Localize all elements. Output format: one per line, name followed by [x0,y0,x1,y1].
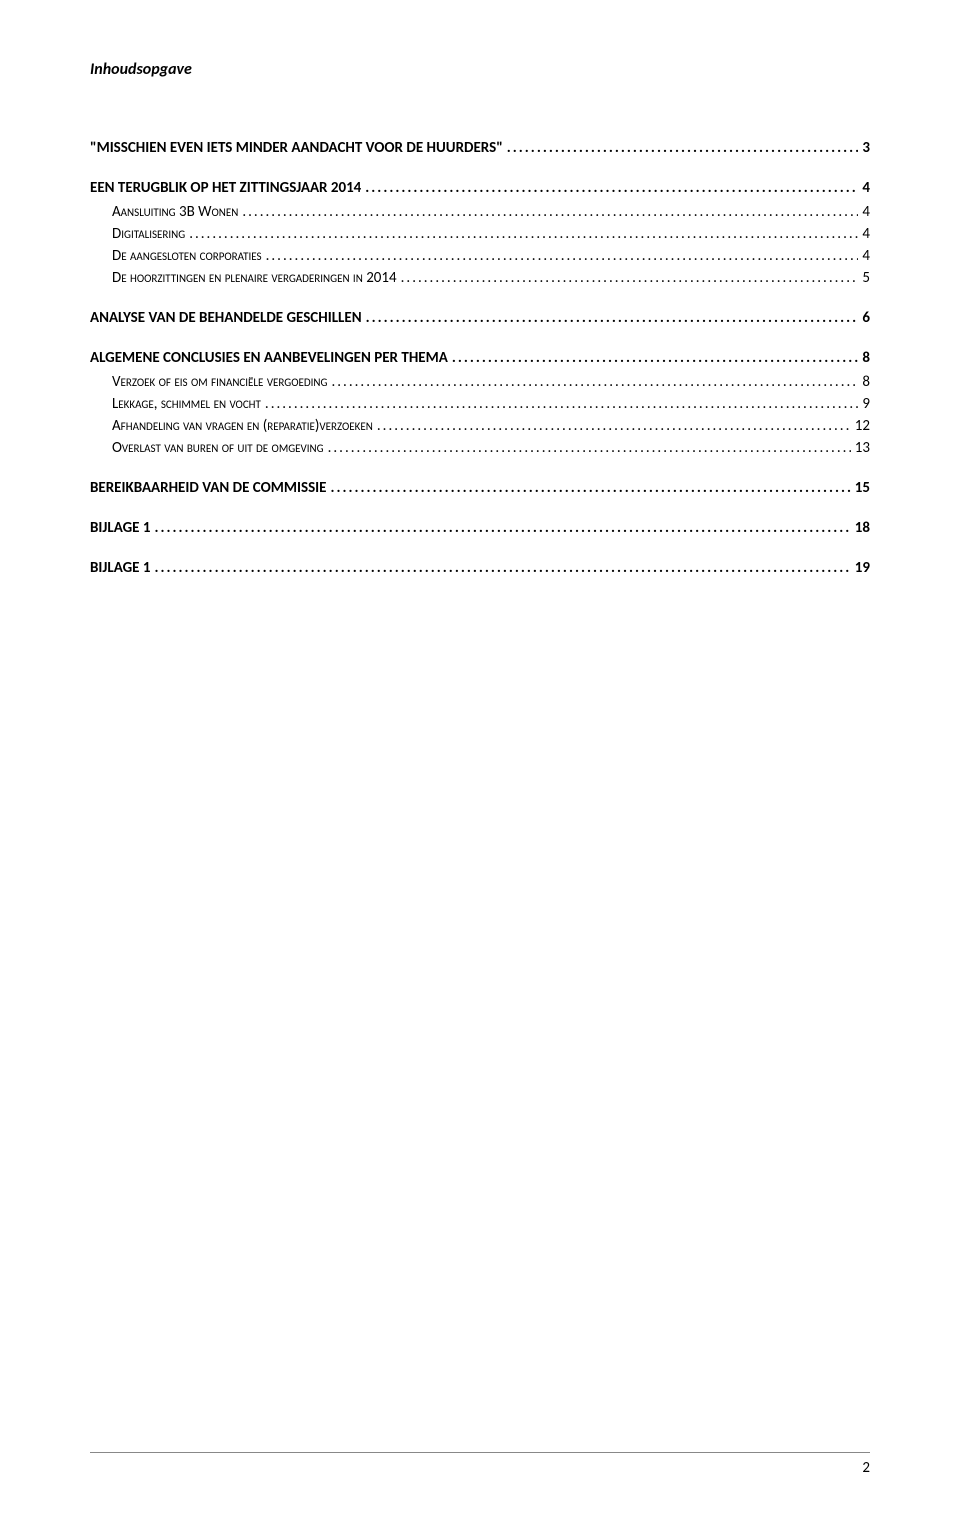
toc-leader-dots [331,373,858,391]
toc-section: BIJLAGE 1 18 [90,519,870,537]
toc-entry-heading: BIJLAGE 1 19 [90,559,870,577]
toc-entry-sub: Aansluiting 3B Wonen 4 [90,203,870,221]
table-of-contents: "MISSCHIEN EVEN IETS MINDER AANDACHT VOO… [90,139,870,577]
toc-entry-label: Aansluiting 3B Wonen [112,203,238,221]
toc-entry-sub: De hoorzittingen en plenaire vergadering… [90,269,870,287]
toc-section: EEN TERUGBLIK OP HET ZITTINGSJAAR 20144A… [90,179,870,287]
toc-entry-sub: Verzoek of eis om financiële vergoeding 8 [90,373,870,391]
toc-entry-page: 19 [855,559,870,577]
page-footer: 2 [90,1452,870,1477]
toc-entry-page: 6 [862,309,870,327]
toc-leader-dots [155,559,851,577]
toc-entry-page: 5 [862,269,870,287]
toc-entry-sub: De aangesloten corporaties 4 [90,247,870,265]
toc-entry-label: BIJLAGE 1 [90,559,151,577]
toc-section: BEREIKBAARHEID VAN DE COMMISSIE 15 [90,479,870,497]
toc-leader-dots [365,179,858,197]
toc-entry-label: Verzoek of eis om financiële vergoeding [112,373,327,391]
toc-entry-page: 8 [862,373,870,391]
toc-section: "MISSCHIEN EVEN IETS MINDER AANDACHT VOO… [90,139,870,157]
toc-entry-page: 4 [862,203,870,221]
toc-entry-page: 13 [855,439,870,457]
toc-entry-label: ANALYSE VAN DE BEHANDELDE GESCHILLEN [90,309,362,327]
toc-entry-sub: Overlast van buren of uit de omgeving 13 [90,439,870,457]
toc-leader-dots [507,139,859,157]
toc-leader-dots [401,269,859,287]
toc-entry-page: 4 [862,225,870,243]
toc-section: BIJLAGE 1 19 [90,559,870,577]
toc-entry-sub: Digitalisering 4 [90,225,870,243]
toc-entry-label: De hoorzittingen en plenaire vergadering… [112,269,397,287]
toc-entry-heading: EEN TERUGBLIK OP HET ZITTINGSJAAR 2014 4 [90,179,870,197]
toc-entry-sub: Lekkage, schimmel en vocht 9 [90,395,870,413]
toc-entry-heading: ANALYSE VAN DE BEHANDELDE GESCHILLEN 6 [90,309,870,327]
toc-leader-dots [189,225,858,243]
toc-leader-dots [377,417,851,435]
toc-entry-label: Overlast van buren of uit de omgeving [112,439,324,457]
toc-section: ALGEMENE CONCLUSIES EN AANBEVELINGEN PER… [90,349,870,457]
toc-entry-page: 12 [855,417,870,435]
toc-entry-label: EEN TERUGBLIK OP HET ZITTINGSJAAR 2014 [90,179,361,197]
toc-entry-heading: "MISSCHIEN EVEN IETS MINDER AANDACHT VOO… [90,139,870,157]
toc-entry-label: ALGEMENE CONCLUSIES EN AANBEVELINGEN PER… [90,349,448,367]
toc-leader-dots [266,247,859,265]
toc-entry-page: 9 [862,395,870,413]
toc-leader-dots [366,309,859,327]
toc-entry-page: 4 [862,179,870,197]
toc-entry-label: Lekkage, schimmel en vocht [112,395,261,413]
toc-leader-dots [452,349,859,367]
toc-entry-label: BEREIKBAARHEID VAN DE COMMISSIE [90,479,326,497]
toc-entry-label: Digitalisering [112,225,185,243]
toc-section: ANALYSE VAN DE BEHANDELDE GESCHILLEN 6 [90,309,870,327]
toc-entry-label: De aangesloten corporaties [112,247,262,265]
toc-entry-page: 3 [862,139,870,157]
page-number: 2 [862,1459,870,1477]
toc-entry-heading: BIJLAGE 1 18 [90,519,870,537]
toc-entry-heading: ALGEMENE CONCLUSIES EN AANBEVELINGEN PER… [90,349,870,367]
document-header-title: Inhoudsopgave [90,60,870,79]
toc-entry-label: BIJLAGE 1 [90,519,151,537]
toc-entry-label: "MISSCHIEN EVEN IETS MINDER AANDACHT VOO… [90,139,503,157]
toc-entry-sub: Afhandeling van vragen en (reparatie)ver… [90,417,870,435]
toc-entry-page: 18 [855,519,870,537]
toc-leader-dots [328,439,851,457]
toc-entry-page: 4 [862,247,870,265]
toc-entry-label: Afhandeling van vragen en (reparatie)ver… [112,417,373,435]
toc-entry-page: 8 [862,349,870,367]
toc-leader-dots [242,203,858,221]
toc-entry-page: 15 [855,479,870,497]
toc-entry-heading: BEREIKBAARHEID VAN DE COMMISSIE 15 [90,479,870,497]
toc-leader-dots [155,519,851,537]
toc-leader-dots [330,479,850,497]
toc-leader-dots [265,395,858,413]
